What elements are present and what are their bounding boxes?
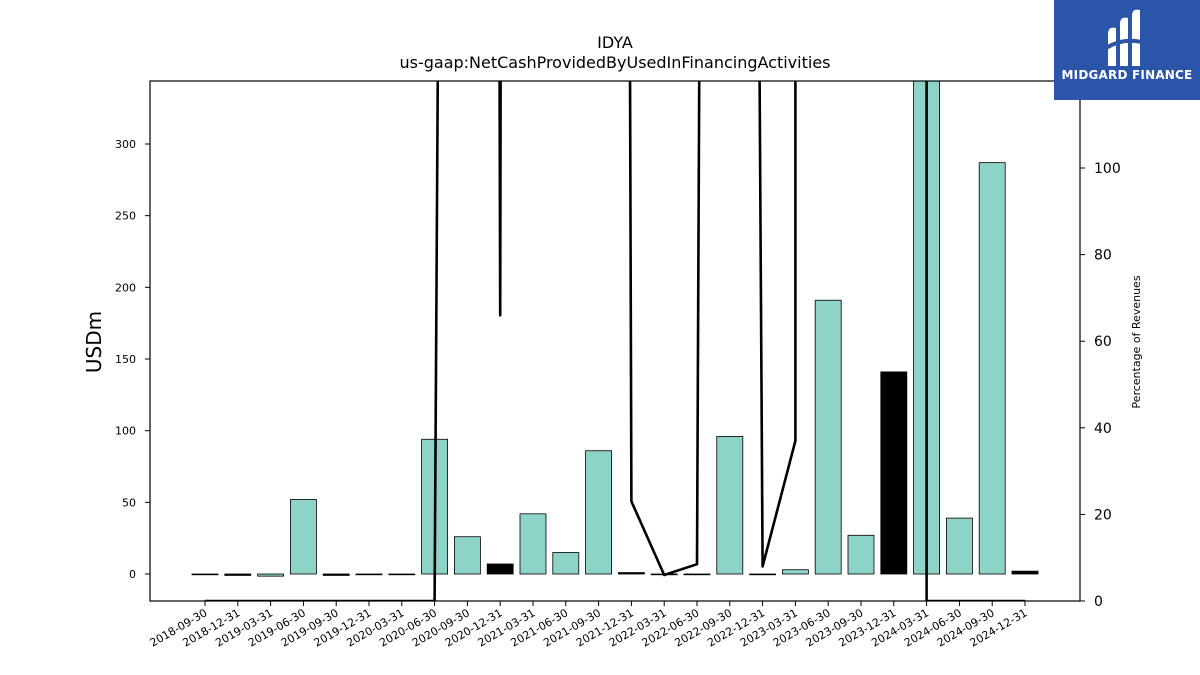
- bar: [453, 536, 481, 575]
- y-tick-label: 200: [115, 281, 136, 294]
- bar: [880, 371, 908, 575]
- bar-series: [191, 81, 1039, 577]
- y-tick-label: 0: [129, 568, 136, 581]
- bar: [486, 563, 514, 575]
- bar: [946, 517, 973, 575]
- chart-subtitle: us-gaap:NetCashProvidedByUsedInFinancing…: [399, 53, 830, 72]
- x-axis: 2018-09-302018-12-312019-03-312019-06-30…: [148, 601, 1030, 650]
- bar: [716, 435, 744, 575]
- percentage-line: [205, 81, 1025, 601]
- y-tick-label: 250: [115, 210, 136, 223]
- bar: [749, 573, 776, 576]
- y2-tick-label: 20: [1094, 507, 1112, 523]
- bar: [191, 573, 219, 576]
- y2-tick-label: 40: [1094, 421, 1112, 437]
- logo-text: MIDGARD FINANCE: [1061, 68, 1193, 82]
- y-axis: 0 50 100 150 200 250 300: [115, 138, 150, 581]
- bar: [355, 573, 383, 576]
- y2-axis: 0 20 40 60 80 100: [1080, 161, 1121, 610]
- y-axis-label: USDm: [82, 311, 106, 373]
- bar: [552, 552, 580, 575]
- bar: [618, 572, 645, 575]
- bar: [224, 573, 252, 576]
- bar: [814, 299, 842, 575]
- y2-tick-label: 60: [1094, 334, 1112, 350]
- y2-tick-label: 0: [1094, 594, 1103, 610]
- y-tick-label: 100: [115, 425, 136, 438]
- logo-mark-icon: [1104, 9, 1149, 67]
- bar: [847, 534, 875, 575]
- y-tick-label: 50: [122, 496, 136, 509]
- bar: [683, 573, 711, 576]
- bar: [978, 162, 1006, 575]
- bar: [322, 573, 350, 576]
- bar: [289, 499, 317, 575]
- y-tick-label: 150: [115, 353, 136, 366]
- bar: [782, 569, 809, 575]
- bar: [519, 513, 547, 575]
- y2-axis-label: Percentage of Revenues: [1130, 275, 1143, 408]
- bar: [1011, 570, 1039, 575]
- plot-frame: [149, 80, 1081, 602]
- bar: [388, 573, 416, 576]
- y-tick-label: 300: [115, 138, 136, 151]
- y2-tick-label: 80: [1094, 248, 1112, 264]
- y2-tick-label: 100: [1094, 161, 1121, 177]
- bar: [585, 450, 612, 575]
- chart-title: IDYA: [597, 33, 633, 52]
- brand-logo: MIDGARD FINANCE: [1054, 0, 1200, 100]
- bar: [257, 573, 285, 577]
- line-series: [205, 81, 1025, 601]
